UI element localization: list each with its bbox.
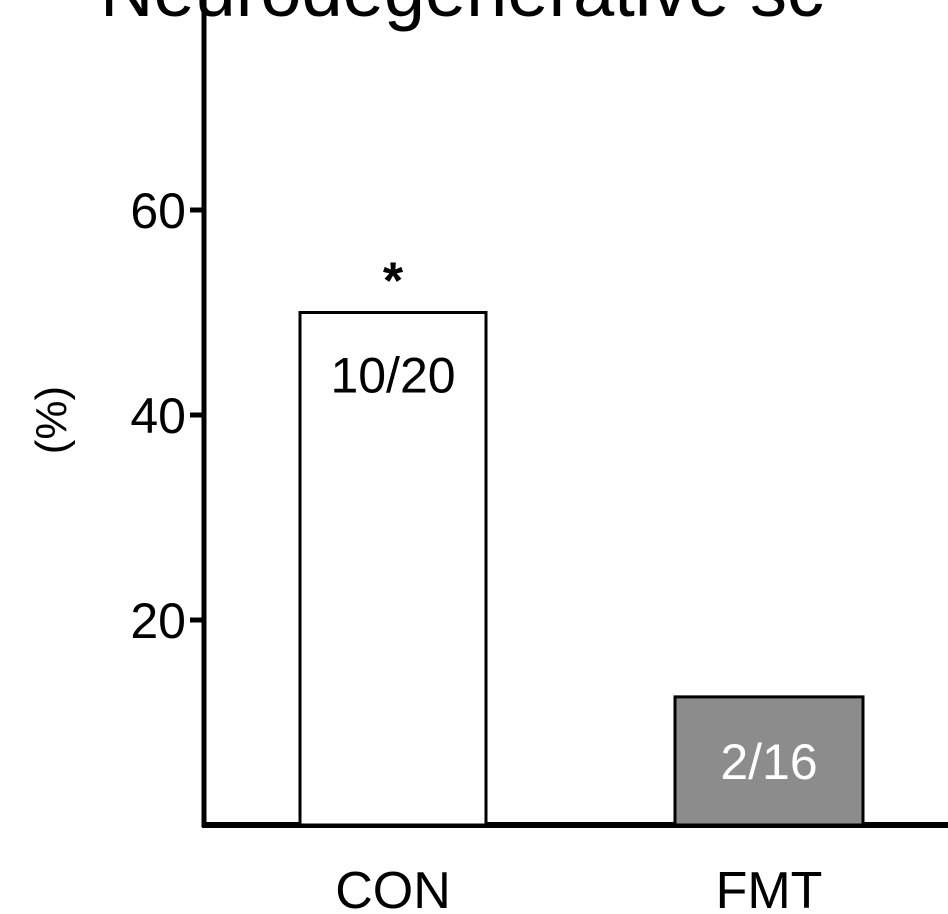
- y-axis-label: (%): [27, 386, 76, 454]
- chart-title: Neurodegenerative sc: [100, 0, 824, 32]
- x-tick-labels: CON FMT: [335, 862, 822, 914]
- x-tick-label: CON: [335, 862, 451, 914]
- bar-count-label: 10/20: [330, 348, 455, 404]
- bar-con: [298, 311, 488, 827]
- y-tick-label: 20: [130, 593, 186, 649]
- bar-fmt: [673, 695, 865, 827]
- y-tick-label: 40: [130, 388, 186, 444]
- bars: 10/20 * 2/16: [298, 253, 865, 827]
- significance-marker: *: [383, 253, 404, 311]
- x-tick-label: FMT: [716, 862, 823, 914]
- y-tick-label: 60: [130, 183, 186, 239]
- bar-count-label: 2/16: [720, 734, 817, 790]
- y-ticks: 20 40 60: [130, 183, 204, 649]
